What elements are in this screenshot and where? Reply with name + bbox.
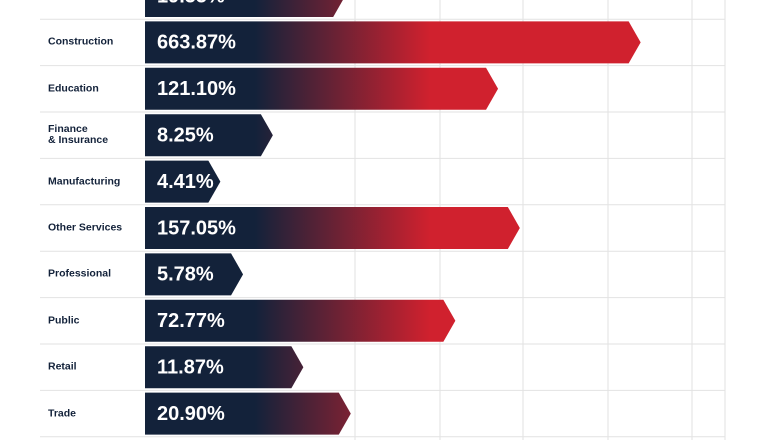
bar bbox=[145, 299, 456, 342]
category-label: Manufacturing bbox=[48, 175, 121, 188]
category-label: Retail bbox=[48, 360, 77, 373]
category-label: Trade bbox=[48, 407, 77, 420]
value-label: 11.87% bbox=[157, 356, 224, 378]
value-label: 157.05% bbox=[157, 217, 236, 239]
category-label: Accommodation bbox=[48, 0, 143, 2]
value-label: 8.25% bbox=[157, 124, 214, 146]
bar bbox=[145, 67, 499, 110]
category-label: Professional bbox=[48, 267, 112, 280]
value-label: 72.77% bbox=[157, 310, 225, 332]
category-label: Education bbox=[48, 82, 99, 95]
value-label: 19.55% bbox=[157, 0, 225, 7]
value-label: 663.87% bbox=[157, 32, 236, 54]
category-label: Finance & Insurance bbox=[48, 123, 109, 147]
bar bbox=[145, 0, 343, 17]
bar bbox=[145, 346, 304, 389]
value-label: 121.10% bbox=[157, 78, 236, 100]
bar bbox=[145, 253, 244, 296]
bar bbox=[145, 160, 221, 203]
bar bbox=[145, 392, 351, 435]
category-label: Public bbox=[48, 314, 80, 327]
bar bbox=[145, 21, 641, 64]
value-label: 20.90% bbox=[157, 403, 225, 425]
value-label: 4.41% bbox=[157, 171, 214, 193]
category-label: Other Services bbox=[48, 221, 123, 234]
value-label: 5.78% bbox=[157, 264, 214, 286]
category-label: Construction bbox=[48, 35, 114, 48]
bar bbox=[145, 207, 520, 249]
bar bbox=[145, 114, 273, 157]
